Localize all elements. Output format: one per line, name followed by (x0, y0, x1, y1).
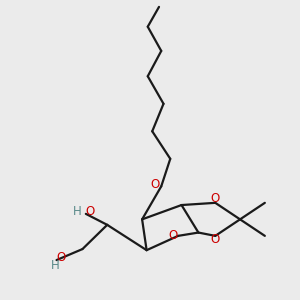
Text: H: H (51, 259, 60, 272)
Text: O: O (211, 192, 220, 205)
Text: O: O (168, 230, 177, 242)
Text: O: O (85, 205, 94, 218)
Text: O: O (56, 251, 65, 264)
Text: O: O (211, 233, 220, 246)
Text: O: O (151, 178, 160, 191)
Text: H: H (73, 205, 82, 218)
